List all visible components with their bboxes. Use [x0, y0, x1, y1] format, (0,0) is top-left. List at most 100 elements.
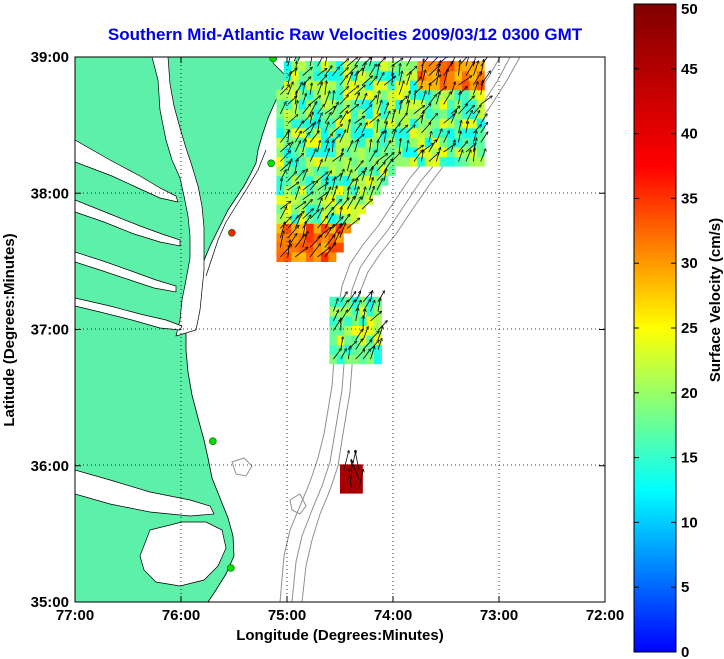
velocity-vector: [354, 171, 365, 181]
velocity-vector: [450, 82, 455, 95]
velocity-cell: [372, 175, 381, 186]
velocity-vector: [361, 93, 367, 105]
velocity-vector: [358, 470, 363, 489]
velocity-cell: [359, 334, 368, 346]
velocity-cell: [276, 223, 285, 234]
y-tick-label: 39:00: [31, 49, 69, 66]
velocity-vector: [406, 100, 410, 114]
velocity-vector: [309, 210, 319, 220]
velocity-cell: [351, 354, 360, 365]
velocity-vector: [458, 131, 460, 143]
velocity-vector: [361, 123, 367, 134]
velocity-vector: [309, 96, 320, 105]
velocity-vector: [465, 143, 476, 153]
velocity-cell: [298, 213, 307, 224]
velocity-vector: [361, 76, 372, 86]
velocity-vector: [420, 111, 423, 124]
velocity-vector: [324, 66, 332, 76]
velocity-cell: [409, 99, 418, 110]
velocity-vector: [391, 58, 403, 67]
velocity-vector: [349, 469, 352, 489]
pamlico-sound: [139, 521, 227, 587]
velocity-vector: [302, 77, 311, 86]
velocity-vector: [352, 461, 360, 480]
velocity-vector: [294, 82, 302, 95]
velocity-vector: [443, 92, 452, 105]
velocity-vector: [302, 231, 308, 248]
colorbar-tick-label: 30: [681, 255, 698, 272]
velocity-vector: [317, 247, 331, 258]
velocity-cell: [306, 156, 315, 167]
x-tick-label: 77:00: [56, 607, 94, 624]
velocity-cell: [432, 61, 441, 72]
velocity-vector: [309, 149, 316, 162]
velocity-cell: [313, 156, 322, 167]
velocity-cell: [344, 334, 353, 346]
velocity-vector: [339, 105, 349, 115]
velocity-vector: [361, 199, 372, 210]
velocity-cell: [328, 118, 337, 129]
velocity-vector: [465, 105, 474, 115]
velocity-vector: [339, 214, 350, 229]
velocity-cell: [276, 89, 285, 100]
velocity-vector: [333, 299, 337, 312]
velocity-cell: [350, 213, 359, 224]
velocity-vector: [362, 349, 371, 360]
velocity-vector: [354, 139, 359, 153]
velocity-vector: [317, 216, 328, 229]
velocity-vector: [347, 292, 356, 303]
velocity-cell: [409, 108, 418, 119]
velocity-cell: [387, 89, 396, 100]
velocity-cell: [358, 185, 367, 196]
velocity-cell: [343, 137, 352, 148]
velocity-vector: [339, 59, 349, 67]
velocity-cell: [329, 344, 338, 355]
velocity-vector: [287, 182, 299, 191]
velocity-vector: [458, 150, 462, 162]
velocity-vector: [428, 140, 436, 153]
velocity-vector: [339, 223, 346, 238]
velocity-vector: [343, 451, 349, 470]
velocity-vector: [324, 149, 329, 162]
velocity-cell: [329, 325, 338, 336]
velocity-cell: [276, 242, 285, 253]
velocity-vector: [333, 349, 341, 360]
velocity-vector: [480, 122, 488, 134]
y-tick-label: 36:00: [31, 458, 69, 475]
velocity-cell: [298, 108, 307, 119]
delmarva-coast: [205, 149, 267, 277]
velocity-cell: [409, 118, 418, 129]
velocity-vector: [376, 162, 385, 172]
velocity-cell: [306, 223, 315, 234]
velocity-vector: [317, 172, 328, 181]
velocity-vector: [443, 131, 450, 143]
velocity-vector: [435, 92, 440, 105]
velocity-vector: [376, 64, 379, 76]
radar-station-marker: [227, 564, 235, 572]
velocity-vector: [347, 300, 355, 312]
velocity-vector: [287, 115, 298, 124]
velocity-cell: [298, 194, 307, 205]
velocity-cell: [358, 146, 367, 158]
velocity-vector: [428, 131, 432, 143]
velocity-cell: [365, 89, 374, 100]
velocity-vector: [324, 171, 332, 181]
velocity-vector: [340, 337, 343, 350]
velocity-vector: [317, 119, 320, 133]
velocity-vector: [399, 64, 400, 76]
velocity-cell: [276, 204, 285, 215]
velocity-cell: [276, 251, 285, 262]
velocity-vector: [280, 170, 286, 181]
radar-station-marker: [269, 57, 278, 63]
radar-stations: [209, 57, 278, 572]
velocity-cell: [358, 108, 367, 119]
velocity-vector: [376, 100, 382, 114]
velocity-vector: [339, 130, 346, 143]
velocity-vector: [362, 340, 372, 350]
velocity-vector: [317, 198, 323, 210]
velocity-cell: [432, 146, 441, 158]
velocity-cell: [439, 61, 448, 72]
velocity-vector: [346, 170, 352, 181]
velocity-cell: [329, 354, 338, 365]
